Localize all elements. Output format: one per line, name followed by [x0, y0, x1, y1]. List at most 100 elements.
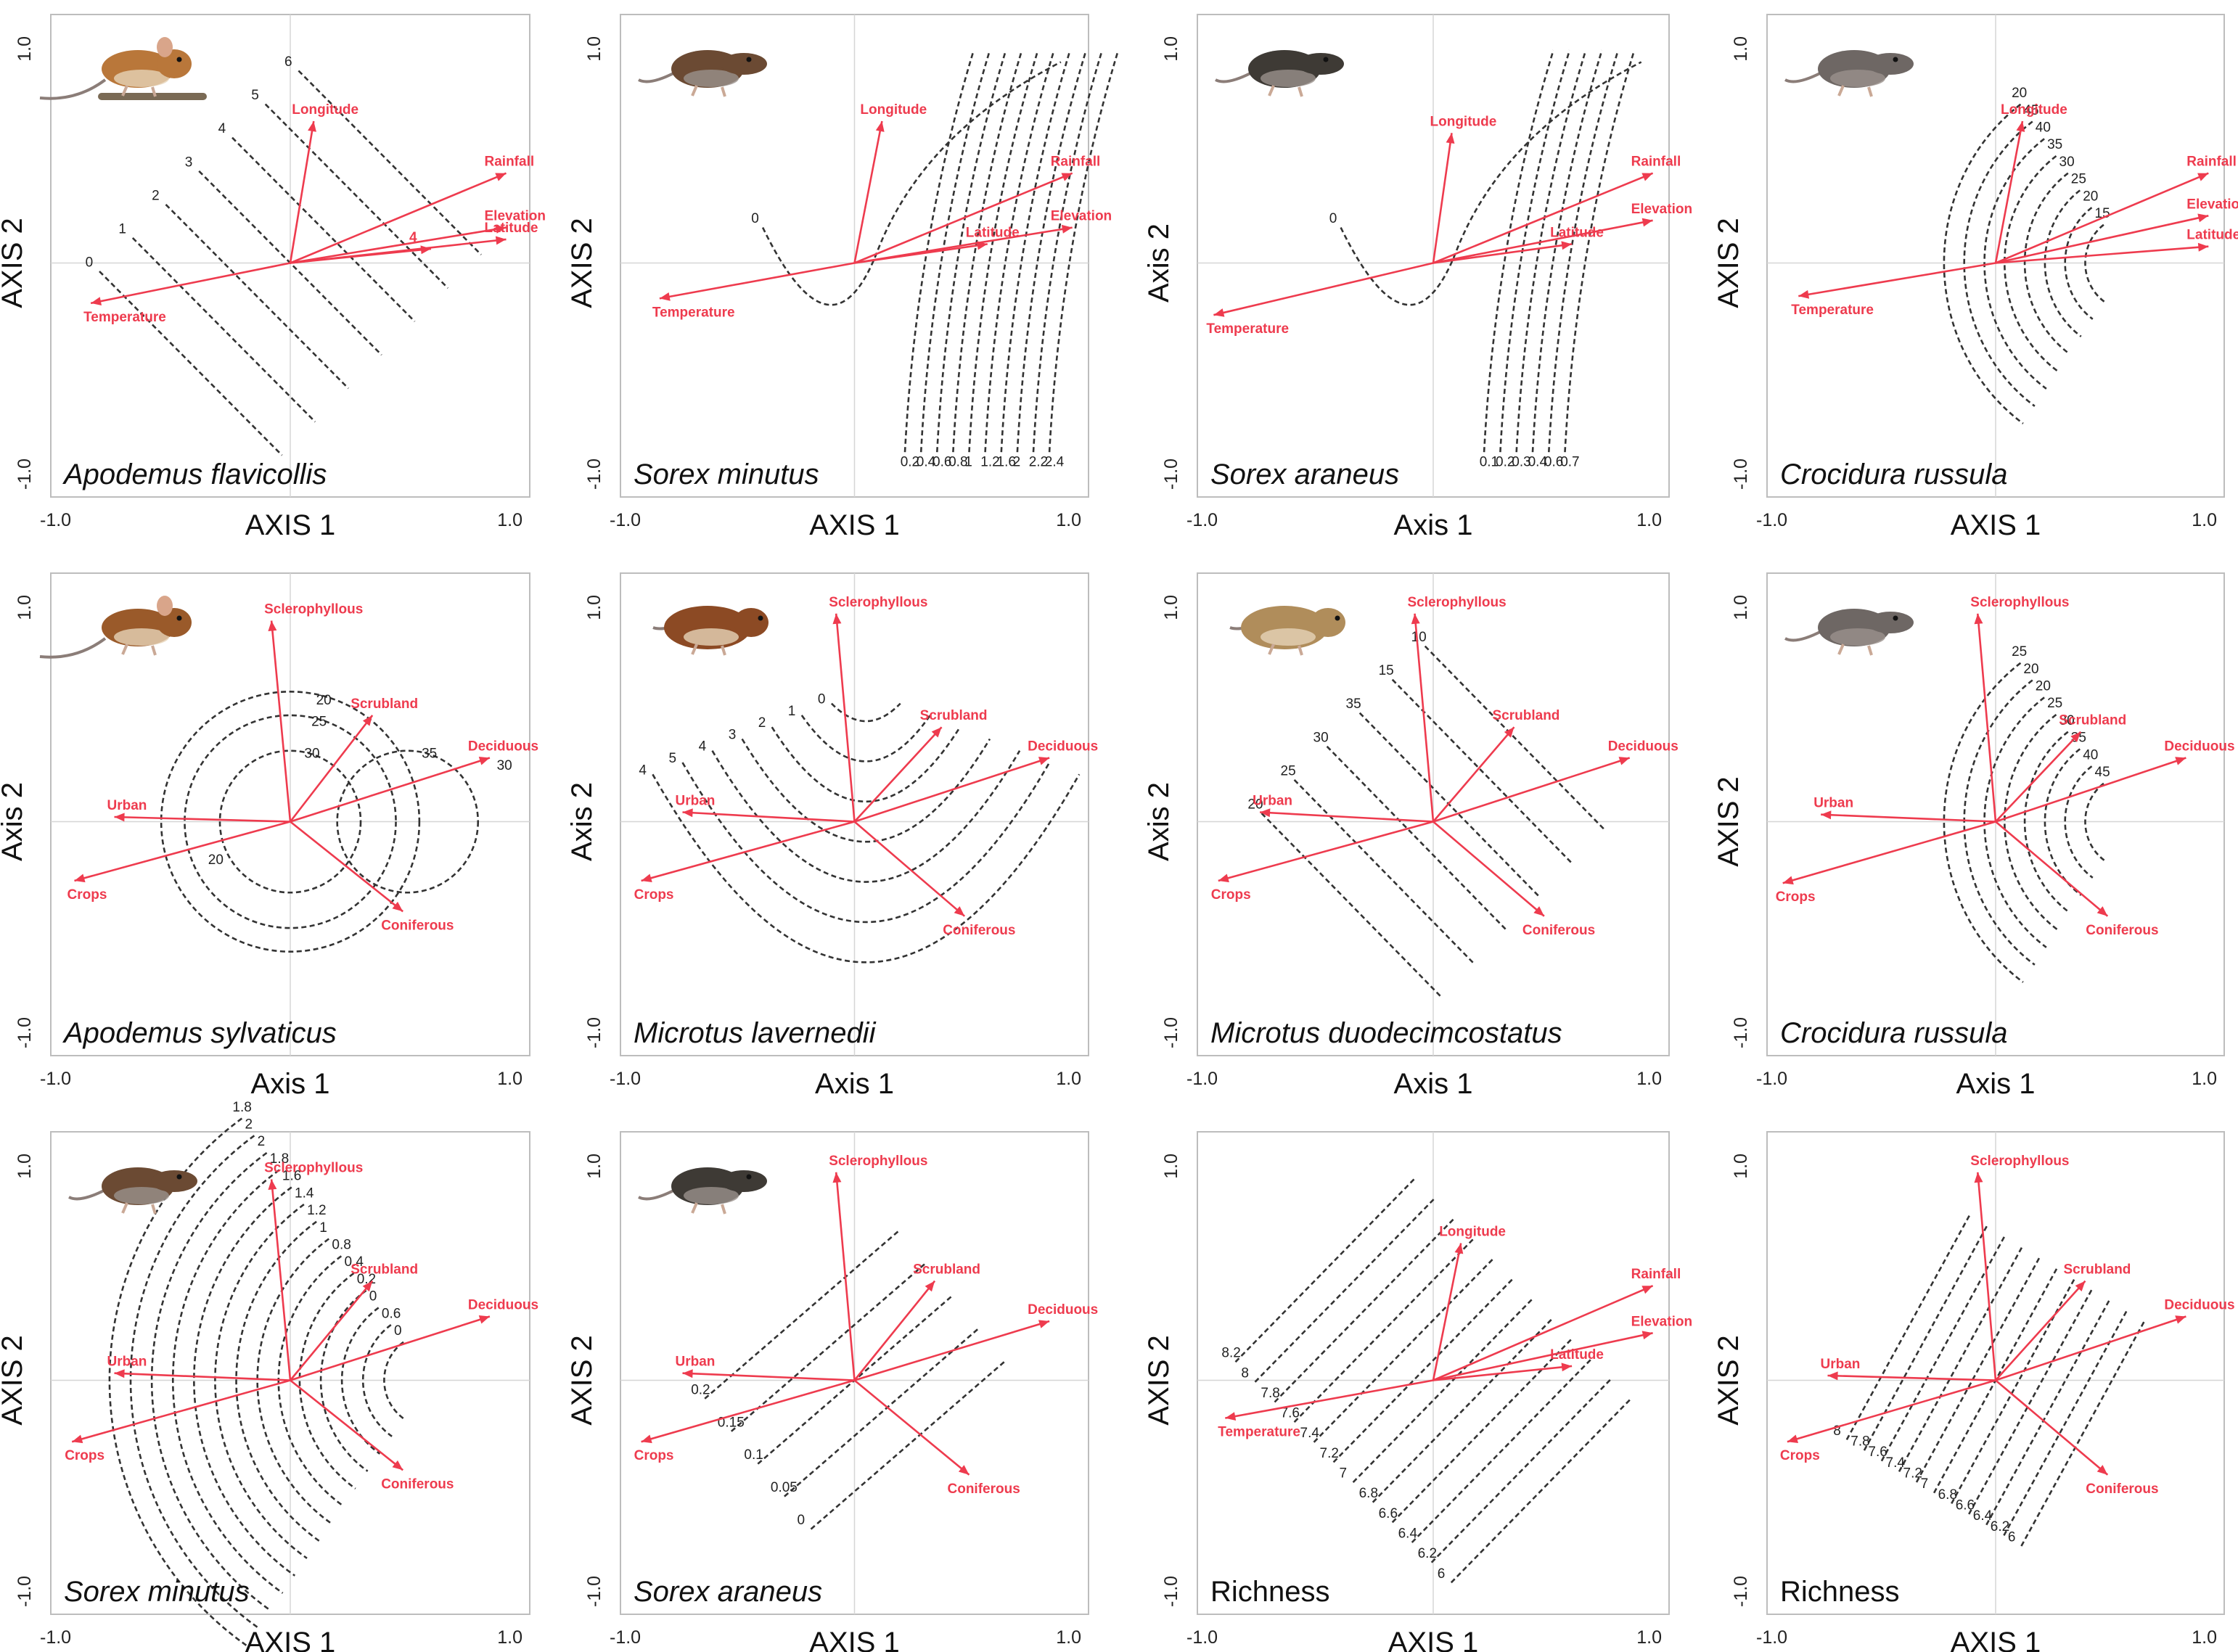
arrow-label: 4 — [409, 230, 417, 245]
arrow-label: Longitude — [292, 102, 358, 118]
isoline-label: 0.6 — [382, 1306, 401, 1321]
arrow-temperature — [1225, 1379, 1434, 1419]
arrowhead — [875, 121, 885, 132]
species-title: Richness — [1210, 1576, 1330, 1608]
isoline — [730, 1263, 925, 1432]
x-tick-label: 1.0 — [2192, 510, 2217, 530]
isoline-label: 0.2 — [901, 455, 919, 470]
arrow-label: Sclerophyllous — [829, 595, 927, 610]
arrowhead — [495, 173, 507, 181]
arrowhead — [91, 297, 102, 306]
isoline-label: 0.6 — [1544, 455, 1563, 470]
arrow-coniferous — [1432, 821, 1545, 917]
x-tick-label: -1.0 — [40, 1069, 71, 1089]
arrowhead — [1782, 876, 1794, 885]
isoline-label: 0 — [369, 1289, 377, 1304]
arrow-coniferous — [1995, 1379, 2109, 1476]
isoline — [2064, 207, 2094, 320]
isoline — [277, 1255, 344, 1507]
isoline — [2004, 155, 2059, 372]
isoline — [298, 70, 482, 255]
isoline-label: 6.4 — [1398, 1526, 1418, 1542]
y-axis-title: AXIS 2 — [566, 218, 598, 308]
isoline — [383, 1341, 405, 1420]
animal-ear — [157, 37, 173, 57]
arrowhead — [659, 292, 671, 301]
arrowhead — [2197, 242, 2209, 252]
animal-ear — [157, 596, 173, 616]
isoline — [150, 1151, 271, 1611]
animal-eye — [1893, 615, 1898, 621]
isoline — [1531, 49, 1603, 453]
species-title: Microtus duodecimcostatus — [1210, 1017, 1562, 1049]
x-tick-label: -1.0 — [1756, 1627, 1787, 1648]
arrow-label: Coniferous — [381, 1476, 454, 1492]
animal-eye — [1323, 57, 1329, 62]
isoline — [936, 49, 1007, 453]
isoline — [1048, 49, 1120, 453]
animal-eye — [176, 57, 182, 62]
isoline — [2004, 713, 2059, 931]
isoline — [761, 61, 1062, 306]
arrowhead — [925, 1281, 935, 1292]
isoline-label: 1 — [788, 704, 796, 719]
arrowhead — [2070, 731, 2081, 742]
isoline-label: 20 — [2023, 662, 2038, 677]
arrowhead — [392, 901, 403, 912]
arrowhead — [114, 813, 125, 822]
animal-illustration — [638, 1167, 767, 1215]
arrow-urban — [1260, 811, 1434, 823]
arrowhead — [72, 1434, 83, 1444]
arrow-deciduous — [854, 1320, 1050, 1381]
isoline-label: 0.8 — [948, 455, 967, 470]
isoline-label: 45 — [2095, 765, 2110, 780]
arrow-label: Scrubland — [1493, 708, 1560, 723]
arrow-longitude — [1432, 133, 1453, 263]
isoline — [298, 1272, 356, 1489]
arrow-rainfall — [1995, 172, 2209, 264]
isoline — [1985, 1299, 2111, 1526]
arrowhead — [1827, 1371, 1838, 1381]
arrowhead — [1454, 1243, 1464, 1254]
isoline — [711, 750, 1021, 883]
arrow-crops — [71, 1379, 291, 1443]
arrow-label: Elevation — [1631, 1314, 1692, 1329]
arrow-coniferous — [1995, 821, 2109, 917]
y-tick-label: 1.0 — [1161, 36, 1181, 62]
arrow-coniferous — [853, 821, 966, 917]
isoline — [1326, 745, 1508, 932]
isoline-label: 20 — [1247, 797, 1263, 813]
arrowhead — [1641, 173, 1653, 181]
isoline-label: 8 — [1833, 1423, 1841, 1439]
isoline-label: 20 — [2083, 189, 2098, 204]
isoline-label: 20 — [208, 852, 224, 868]
arrow-label: Deciduous — [1028, 1302, 1098, 1318]
isoline-label: 6 — [1438, 1566, 1446, 1582]
arrow-temperature — [1213, 262, 1434, 316]
chart-panel: 66.26.46.66.8 77.27.47.67.8 8 Sclerophyllou… — [1713, 1131, 2235, 1652]
arrow-label: Temperature — [1218, 1425, 1300, 1440]
animal-head — [734, 608, 768, 637]
isoline — [652, 773, 1081, 963]
animal-belly — [684, 70, 739, 87]
animal-illustration — [39, 596, 192, 659]
isoline — [2023, 731, 2070, 913]
isoline-label: 7.4 — [1300, 1426, 1320, 1441]
arrowhead — [2016, 121, 2025, 132]
arrow-rainfall — [854, 172, 1073, 264]
arrow-label: Crops — [67, 887, 107, 903]
isoline — [99, 271, 283, 456]
arrow-label: Scrubland — [920, 708, 988, 723]
arrow-sclerophyllous — [270, 1179, 292, 1381]
isoline-label: 7.6 — [1281, 1406, 1300, 1421]
arrow-label: Deciduous — [2164, 739, 2234, 755]
isoline — [1863, 1224, 1988, 1451]
arrow-label: Crops — [1211, 887, 1251, 903]
arrow-label: Temperature — [1206, 321, 1289, 337]
isoline-label: 25 — [1281, 763, 1296, 778]
arrow-latitude — [1432, 1365, 1573, 1381]
arrow-scrubland — [1995, 1280, 2086, 1381]
isoline — [1963, 679, 2036, 966]
isoline — [184, 714, 397, 929]
x-tick-label: 1.0 — [497, 1627, 522, 1648]
